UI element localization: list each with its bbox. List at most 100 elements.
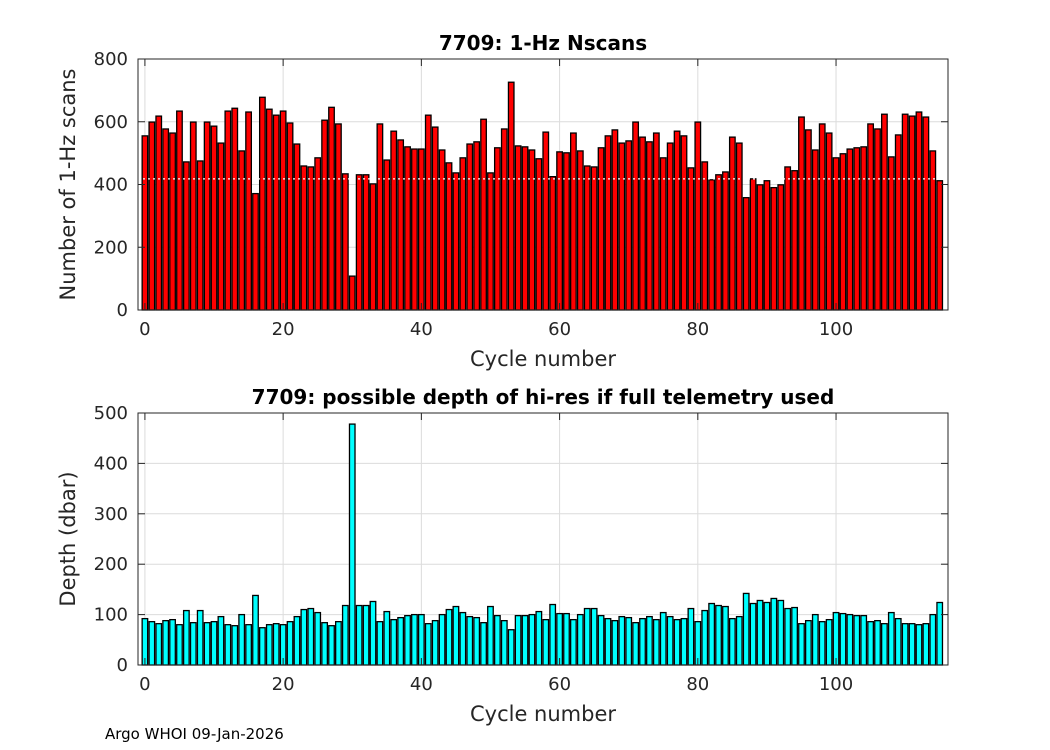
bar xyxy=(397,616,405,666)
chart-2: 0 20 40 60 80 100 0 100 200 300 400 500 7709: possib… xyxy=(56,385,949,726)
y-tick-label: 800 xyxy=(94,49,128,70)
bar xyxy=(335,621,342,666)
bar xyxy=(417,148,425,311)
y-tick-label: 0 xyxy=(117,655,128,676)
bar xyxy=(521,614,529,666)
bar xyxy=(922,623,930,666)
bar xyxy=(542,131,550,311)
bar xyxy=(874,128,881,311)
bar xyxy=(148,121,156,311)
bar xyxy=(487,605,494,666)
bar xyxy=(459,611,467,666)
bar xyxy=(818,123,826,311)
bar xyxy=(300,165,308,311)
bar xyxy=(341,173,349,311)
bar xyxy=(915,111,923,311)
bar xyxy=(811,613,819,666)
bar xyxy=(908,623,916,666)
bar xyxy=(853,614,861,666)
bar xyxy=(265,624,273,666)
bar xyxy=(307,607,315,666)
bar xyxy=(894,617,902,666)
bar xyxy=(798,623,805,666)
bar xyxy=(825,132,833,311)
bar xyxy=(632,622,640,666)
x-tick-label: 60 xyxy=(548,674,571,695)
bar xyxy=(528,149,536,311)
bar xyxy=(784,166,792,311)
bar xyxy=(390,618,398,666)
bar xyxy=(445,162,453,311)
bar xyxy=(182,161,190,311)
bar xyxy=(321,119,329,311)
bar xyxy=(265,108,273,311)
chart-title: 7709: possible depth of hi-res if full t… xyxy=(252,385,835,409)
bar xyxy=(286,122,294,311)
bar xyxy=(590,607,598,666)
bar xyxy=(314,157,322,311)
bar xyxy=(839,612,847,666)
bar xyxy=(625,616,633,666)
bar xyxy=(576,150,584,311)
bar xyxy=(811,149,819,311)
bar xyxy=(286,621,294,666)
bar xyxy=(673,130,681,311)
bar xyxy=(196,160,204,311)
bar xyxy=(224,624,232,666)
bar xyxy=(756,599,764,666)
bar xyxy=(507,629,515,666)
bar xyxy=(701,609,709,666)
bar xyxy=(493,614,501,666)
bar xyxy=(362,604,370,666)
bar xyxy=(742,197,750,311)
bar xyxy=(563,612,570,666)
bar xyxy=(355,174,363,311)
bar xyxy=(915,624,923,666)
bar xyxy=(314,611,322,666)
bar xyxy=(155,623,163,666)
bar xyxy=(652,618,660,666)
bar xyxy=(487,172,494,311)
bar xyxy=(908,115,916,311)
bar xyxy=(424,114,432,311)
y-axis-label: Depth (dbar) xyxy=(56,471,80,606)
bar xyxy=(825,618,833,666)
bar xyxy=(618,142,626,311)
bar xyxy=(189,622,197,666)
bar xyxy=(556,151,564,311)
y-tick-label: 400 xyxy=(94,175,128,196)
bar xyxy=(438,149,446,311)
bar xyxy=(735,142,743,311)
bar xyxy=(860,146,868,311)
bar xyxy=(708,602,716,666)
bar xyxy=(646,615,653,666)
bar xyxy=(424,623,432,666)
chart-title: 7709: 1-Hz Nscans xyxy=(439,31,647,55)
bar xyxy=(438,613,446,666)
bar xyxy=(860,614,868,666)
bar xyxy=(881,623,888,666)
bar xyxy=(728,617,736,666)
y-axis-label: Number of 1-Hz scans xyxy=(56,69,80,301)
bar xyxy=(258,627,266,666)
y-tick-label: 0 xyxy=(117,300,128,321)
bar xyxy=(659,611,667,666)
bar xyxy=(791,606,798,666)
bar xyxy=(528,613,536,666)
bar xyxy=(217,615,225,666)
x-axis-label: Cycle number xyxy=(470,347,616,371)
bar xyxy=(639,617,646,666)
bar xyxy=(597,614,605,666)
bar xyxy=(791,170,798,311)
y-tick-label: 400 xyxy=(94,453,128,474)
bar xyxy=(867,123,875,311)
bar xyxy=(224,110,232,311)
bar xyxy=(300,608,308,666)
bar xyxy=(728,136,736,311)
bar xyxy=(722,605,729,666)
footer-credit: Argo WHOI 09-Jan-2026 xyxy=(105,725,284,743)
x-tick-label: 0 xyxy=(139,319,150,340)
bar xyxy=(701,161,709,311)
bar xyxy=(722,171,729,311)
